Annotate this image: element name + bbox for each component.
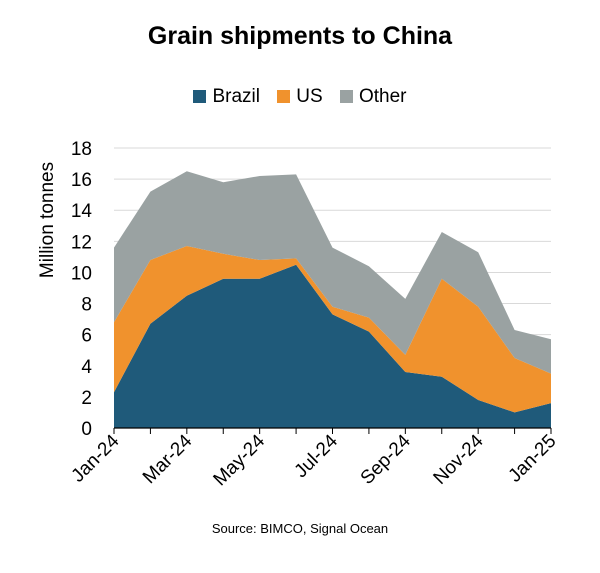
y-tick-label: 6	[81, 326, 92, 347]
area-us	[114, 246, 551, 413]
area-brazil	[114, 264, 551, 428]
legend-swatch-us	[277, 90, 291, 103]
y-tick-label: 2	[81, 388, 92, 409]
chart-title: Grain shipments to China	[147, 22, 453, 50]
area-series	[114, 171, 551, 428]
x-tick-label: Sep-24	[357, 430, 415, 488]
y-axis-label: Million tonnes	[37, 162, 58, 278]
x-tick-label: Jan-24	[68, 430, 124, 486]
x-tick-label: Nov-24	[430, 430, 488, 488]
x-tick-label: Jul-24	[291, 430, 343, 482]
chart-legend: Brazil US Other	[0, 86, 600, 108]
y-tick-label: 8	[81, 295, 92, 316]
legend-item-us: US	[277, 86, 323, 108]
y-tick-label: 14	[71, 201, 93, 222]
source-note: Source: BIMCO, Signal Ocean	[211, 521, 389, 536]
x-tick-label: Mar-24	[139, 430, 197, 488]
legend-swatch-other	[339, 90, 353, 103]
y-tick-label: 0	[81, 419, 92, 440]
y-tick-label: 10	[71, 263, 92, 284]
legend-item-other: Other	[339, 86, 407, 108]
x-tick-label: May-24	[210, 430, 270, 490]
legend-item-brazil: Brazil	[193, 86, 260, 108]
x-tick-label: Jan-25	[505, 431, 561, 487]
y-tick-label: 16	[71, 170, 92, 191]
legend-label-brazil: Brazil	[212, 86, 260, 107]
legend-label-us: US	[296, 86, 323, 107]
y-tick-label: 12	[71, 232, 92, 253]
y-tick-label: 18	[71, 139, 92, 160]
legend-swatch-brazil	[193, 90, 207, 103]
legend-label-other: Other	[358, 86, 407, 107]
area-other	[114, 171, 551, 374]
y-tick-label: 4	[81, 357, 92, 378]
